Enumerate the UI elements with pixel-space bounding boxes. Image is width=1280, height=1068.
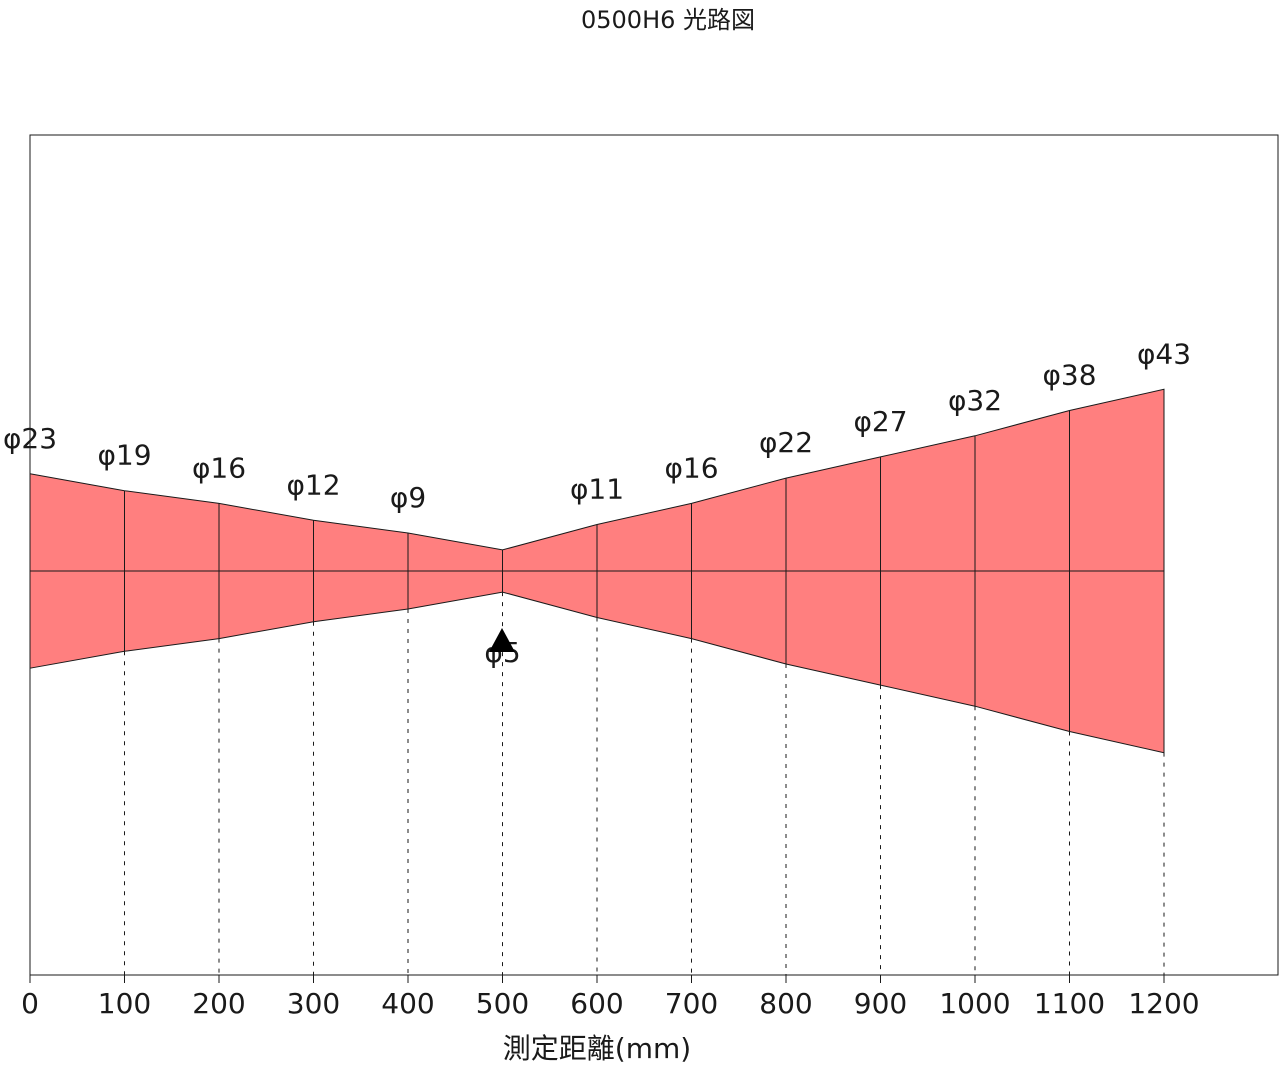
diameter-label: φ11 [570,473,624,506]
x-tick-label: 1100 [1034,987,1105,1020]
x-tick-label: 0 [21,987,39,1020]
x-tick-label: 1000 [939,987,1010,1020]
x-tick-label: 800 [759,987,812,1020]
x-tick-label: 600 [570,987,623,1020]
x-tick-label: 100 [98,987,151,1020]
diameter-label: φ19 [97,439,151,472]
focus-marker-icon [489,628,515,652]
diameter-label: φ32 [948,384,1002,417]
section-lines-layer [30,389,1165,975]
diameter-label: φ22 [759,426,813,459]
diameter-label: φ23 [3,422,57,455]
chart-title: 0500H6 光路図 [581,6,755,34]
x-tick-label: 700 [665,987,718,1020]
diameter-label: φ43 [1137,337,1191,370]
x-axis-ticks: 0 100 200 300 400 500 600 700 800 900 1000 1100 1200 [21,975,1200,1020]
x-tick-label: 300 [287,987,340,1020]
diameter-label: φ27 [853,405,907,438]
x-axis-label: 測定距離(mm) [503,1032,691,1064]
diameter-label: φ16 [664,451,718,484]
diameter-label: φ38 [1042,358,1096,391]
diameter-label: φ16 [192,451,246,484]
x-tick-label: 500 [476,987,529,1020]
x-tick-label: 400 [381,987,434,1020]
diameter-label: φ12 [286,468,340,501]
diameter-label: φ9 [390,481,426,514]
x-tick-label: 900 [854,987,907,1020]
x-tick-label: 200 [192,987,245,1020]
x-tick-label: 1200 [1128,987,1199,1020]
